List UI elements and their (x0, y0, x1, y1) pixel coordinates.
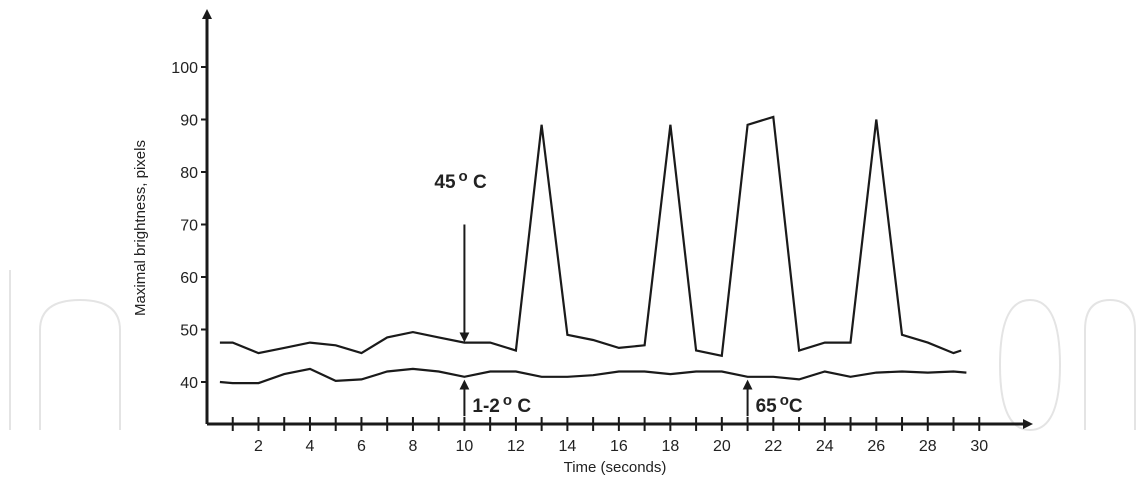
y-axis-ticks: 40 50 60 70 80 90 100 (171, 60, 207, 392)
x-tick-label: 22 (764, 438, 782, 455)
x-tick-label: 30 (970, 438, 988, 455)
annotation-label-2: 1-2 o C (472, 392, 531, 417)
x-tick-label: 20 (713, 438, 731, 455)
series-line-2 (219, 367, 967, 385)
x-tick-label: 18 (661, 438, 679, 455)
axes (202, 9, 1033, 429)
annotation-label-3: 65 oC (756, 392, 803, 417)
y-tick-label: 50 (180, 323, 198, 340)
x-tick-label: 26 (867, 438, 885, 455)
y-tick-label: 90 (180, 113, 198, 130)
annotations: 45 o C 1-2 o C 65 oC (434, 168, 802, 417)
y-tick-label: 70 (180, 218, 198, 235)
y-tick-label: 100 (171, 60, 198, 77)
x-tick-label: 6 (357, 438, 366, 455)
x-tick-label: 4 (306, 438, 315, 455)
x-axis-title: Time (seconds) (564, 459, 667, 476)
annotation-label-1: 45 o C (434, 168, 487, 193)
x-tick-label: 2 (254, 438, 263, 455)
x-tick-label: 14 (558, 438, 576, 455)
y-tick-label: 60 (180, 270, 198, 287)
watermark (9, 270, 1136, 432)
x-tick-label: 12 (507, 438, 525, 455)
series-layer (219, 115, 967, 385)
x-tick-label: 24 (816, 438, 834, 455)
x-tick-label: 8 (408, 438, 417, 455)
x-tick-label: 28 (919, 438, 937, 455)
y-tick-label: 40 (180, 375, 198, 392)
x-tick-label: 10 (456, 438, 474, 455)
x-axis-ticks: 2 4 6 8 10 12 14 16 18 20 22 24 26 28 30 (231, 417, 988, 455)
y-tick-label: 80 (180, 165, 198, 182)
y-axis-title: Maximal brightness, pixels (132, 140, 149, 316)
series-line-1 (219, 115, 962, 358)
x-tick-label: 16 (610, 438, 628, 455)
